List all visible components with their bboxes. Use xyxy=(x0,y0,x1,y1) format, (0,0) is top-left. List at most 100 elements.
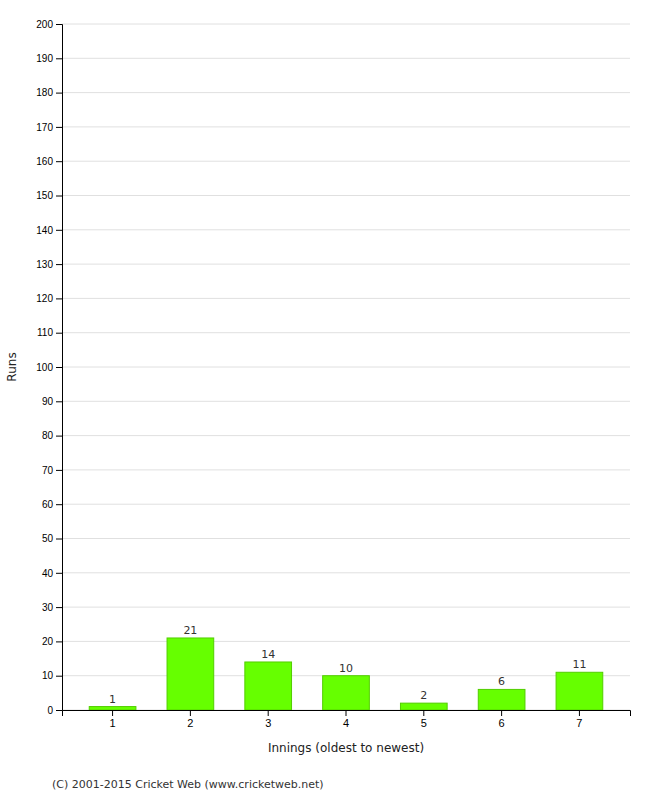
y-tick-label: 170 xyxy=(36,122,53,133)
y-tick-label: 140 xyxy=(36,225,53,236)
grid-line xyxy=(62,332,630,333)
footer: (C) 2001-2015 Cricket Web (www.cricketwe… xyxy=(52,778,324,791)
y-tick-mark xyxy=(56,230,62,231)
y-axis-title: Runs xyxy=(5,352,19,381)
y-tick-mark xyxy=(56,401,62,402)
data-label: 14 xyxy=(261,648,275,661)
y-tick-label: 90 xyxy=(42,396,54,407)
grid-line xyxy=(62,538,630,539)
y-tick: 0 xyxy=(47,705,62,716)
y-tick: 80 xyxy=(42,430,62,441)
x-tick-label: 4 xyxy=(343,717,349,729)
y-tick: 60 xyxy=(42,499,62,510)
y-tick-mark xyxy=(56,127,62,128)
grid-line xyxy=(62,607,630,608)
y-tick-label: 180 xyxy=(36,87,53,98)
data-label: 2 xyxy=(420,689,427,702)
y-tick-mark xyxy=(56,333,62,334)
y-tick-label: 110 xyxy=(37,327,53,338)
y-tick-mark xyxy=(56,573,62,574)
grid-line xyxy=(62,161,630,162)
data-label: 10 xyxy=(339,662,353,675)
grid-line xyxy=(62,504,630,505)
y-tick-mark xyxy=(56,161,62,162)
x-tick-label: 2 xyxy=(187,717,193,729)
y-tick: 130 xyxy=(36,259,62,270)
x-axis-line xyxy=(63,711,631,717)
y-tick-mark xyxy=(56,710,62,711)
bar xyxy=(323,676,370,710)
y-tick: 70 xyxy=(42,465,62,476)
x-tick: 6 xyxy=(499,710,505,729)
y-tick-mark xyxy=(56,196,62,197)
y-tick: 110 xyxy=(37,327,62,338)
y-tick: 120 xyxy=(36,293,62,304)
y-tick: 20 xyxy=(42,636,62,647)
grid-line xyxy=(62,401,630,402)
y-tick-mark xyxy=(56,298,62,299)
x-tick-label: 1 xyxy=(110,717,116,729)
grid-line xyxy=(62,469,630,470)
x-tick: 1 xyxy=(110,710,116,729)
y-tick-mark xyxy=(56,607,62,608)
y-tick-mark xyxy=(56,436,62,437)
grid-line xyxy=(62,435,630,436)
y-tick: 40 xyxy=(42,568,62,579)
grid-line xyxy=(62,58,630,59)
y-tick-mark xyxy=(56,676,62,677)
y-tick-label: 100 xyxy=(36,362,53,373)
x-tick-mark xyxy=(112,710,113,716)
y-tick-label: 60 xyxy=(42,499,54,510)
y-tick-mark xyxy=(56,470,62,471)
y-tick-label: 0 xyxy=(47,705,53,716)
grid-line xyxy=(62,298,630,299)
y-tick: 90 xyxy=(42,396,62,407)
bar xyxy=(245,662,292,710)
data-label: 1 xyxy=(109,693,116,706)
y-tick-label: 40 xyxy=(42,568,54,579)
y-tick: 100 xyxy=(36,362,62,373)
data-label: 21 xyxy=(183,624,197,637)
bar xyxy=(478,689,525,710)
x-tick: 4 xyxy=(343,710,349,729)
y-tick-mark xyxy=(56,58,62,59)
grid-line xyxy=(62,195,630,196)
y-tick: 190 xyxy=(36,53,62,64)
y-tick-mark xyxy=(56,539,62,540)
y-tick: 10 xyxy=(42,670,62,681)
x-tick: 2 xyxy=(187,710,193,729)
grid-line xyxy=(62,229,630,230)
bars xyxy=(89,638,603,710)
grid-line xyxy=(62,572,630,573)
y-tick-label: 200 xyxy=(36,19,53,30)
y-tick: 140 xyxy=(36,225,62,236)
x-tick-mark xyxy=(346,710,347,716)
x-tick-label: 5 xyxy=(421,717,427,729)
y-tick: 170 xyxy=(36,122,62,133)
y-tick-label: 160 xyxy=(36,156,53,167)
y-tick-label: 130 xyxy=(36,259,53,270)
y-tick: 160 xyxy=(36,156,62,167)
y-tick-mark xyxy=(56,367,62,368)
x-tick: 3 xyxy=(265,710,271,729)
y-tick-mark xyxy=(56,264,62,265)
x-tick-label: 7 xyxy=(576,717,582,729)
chart: 0102030405060708090100110120130140150160… xyxy=(0,0,650,800)
y-tick-label: 30 xyxy=(42,602,54,613)
y-tick: 200 xyxy=(36,19,62,30)
bar xyxy=(400,703,447,710)
grid-line xyxy=(62,126,630,127)
x-axis: 1 2 3 4 5 6 7 xyxy=(63,710,631,729)
grid xyxy=(62,24,630,710)
y-tick-label: 80 xyxy=(42,430,54,441)
y-tick-label: 150 xyxy=(36,190,53,201)
y-tick-label: 190 xyxy=(36,53,53,64)
x-tick-label: 3 xyxy=(265,717,271,729)
bar xyxy=(89,707,136,710)
grid-line xyxy=(62,264,630,265)
grid-line xyxy=(62,92,630,93)
bar xyxy=(556,672,603,710)
y-tick-label: 70 xyxy=(42,465,54,476)
x-tick-mark xyxy=(501,710,502,716)
x-tick-mark xyxy=(579,710,580,716)
